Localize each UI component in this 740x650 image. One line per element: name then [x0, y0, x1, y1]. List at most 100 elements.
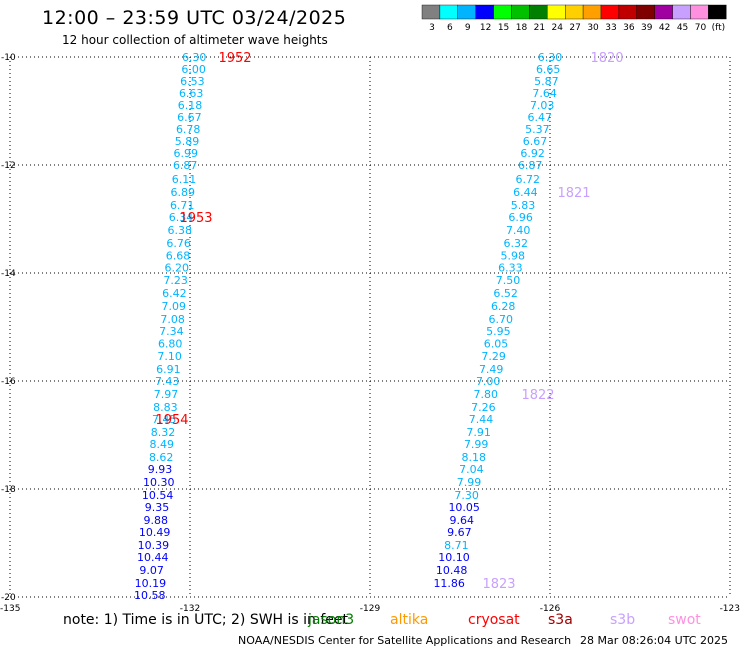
wave-height-label: 6.34 [169, 211, 194, 224]
wave-height-label: 6.99 [174, 147, 199, 160]
wave-height-label: 6.91 [156, 363, 181, 376]
wave-height-label: 6.70 [489, 313, 514, 326]
wave-height-label: 7.30 [454, 489, 479, 502]
wave-height-label: 6.67 [177, 111, 202, 124]
chart-title: 12:00 – 23:59 UTC 03/24/2025 [42, 7, 347, 29]
wave-height-label: 6.38 [168, 224, 193, 237]
wave-height-label: 6.18 [178, 99, 203, 112]
wave-height-label: 6.05 [484, 338, 509, 351]
time-marker-label: 1822 [521, 388, 554, 403]
colorbar-swatch [475, 4, 494, 20]
wave-height-label: 10.39 [138, 539, 170, 552]
colorbar-label: 30 [587, 23, 599, 33]
wave-height-label: 7.99 [457, 476, 482, 489]
wave-height-label: 9.88 [144, 514, 169, 527]
time-marker-label: 1952 [218, 51, 251, 66]
satellite-name: swot [668, 612, 701, 628]
wave-height-label: 7.97 [154, 388, 179, 401]
wave-height-label: 8.18 [462, 451, 487, 464]
wave-height-label: 5.89 [175, 135, 200, 148]
wave-height-label: 7.80 [474, 388, 499, 401]
y-tick-label: -18 [1, 485, 16, 495]
wave-height-label: 10.49 [139, 526, 171, 539]
wave-height-label: 6.53 [180, 75, 205, 88]
colorbar-swatch [618, 4, 638, 20]
time-marker-label: 1823 [482, 577, 515, 592]
y-tick-label: -16 [1, 377, 16, 387]
wave-height-label: 7.23 [163, 274, 188, 287]
wave-height-label: 7.29 [481, 350, 506, 363]
wave-height-label: 6.11 [172, 173, 197, 186]
wave-height-label: 10.54 [142, 489, 174, 502]
axis-tick-labels: -135 -132 -129 -126 -123 -10 -12 -14 -16 -18 -20 [0, 53, 740, 614]
wave-height-label: 6.71 [170, 199, 195, 212]
wave-height-label: 6.44 [513, 186, 538, 199]
y-tick-label: -10 [1, 53, 16, 63]
colorbar-label: 9 [465, 23, 471, 33]
wave-height-label: 7.44 [469, 413, 494, 426]
wave-height-label: 6.20 [165, 262, 190, 275]
wave-height-label: 6.67 [523, 135, 548, 148]
wave-height-label: 8.71 [444, 539, 469, 552]
wave-height-label: 6.96 [508, 211, 533, 224]
wave-height-label: 7.45 [152, 413, 177, 426]
colorbar-swatch [636, 4, 655, 20]
wave-height-label: 9.35 [145, 501, 170, 514]
wave-height-label: 10.58 [134, 589, 166, 602]
y-tick-label: -12 [1, 161, 16, 171]
y-tick-label: -20 [1, 593, 16, 603]
wave-height-label: 7.34 [159, 325, 184, 338]
x-tick-label: -135 [0, 604, 20, 614]
grid-lines [9, 56, 731, 598]
wave-height-label: 6.32 [504, 237, 529, 250]
time-marker-label: 1821 [557, 186, 590, 201]
colorbar-swatch [439, 4, 458, 20]
wave-height-label: 7.43 [155, 375, 180, 388]
wave-height-label: 7.03 [530, 99, 555, 112]
colorbar-swatch [547, 4, 566, 20]
colorbar-label: 18 [516, 23, 528, 33]
wave-height-label: 6.92 [520, 147, 545, 160]
wave-height-label: 6.30 [538, 51, 563, 64]
time-markers: 1952 1953 1954 1820 1821 1822 1823 [155, 51, 623, 592]
colorbar-swatch [582, 4, 602, 20]
wave-height-label: 6.28 [491, 300, 516, 313]
wave-height-label: 8.49 [150, 438, 175, 451]
colorbar-label: 33 [605, 23, 616, 33]
x-tick-label: -126 [540, 604, 561, 614]
colorbar-label: (ft) [712, 23, 726, 33]
colorbar-label: 3 [429, 23, 435, 33]
wave-height-label: 7.08 [160, 313, 185, 326]
wave-height-label: 7.99 [464, 438, 489, 451]
credit-line: NOAA/NESDIS Center for Satellite Applica… [238, 634, 572, 647]
wave-height-label: 5.37 [525, 123, 550, 136]
wave-height-label: 6.80 [158, 338, 183, 351]
wave-height-label: 5.98 [501, 250, 526, 263]
colorbar-label: 15 [498, 23, 509, 33]
wave-height-label: 7.91 [466, 426, 491, 439]
wave-height-label: 7.26 [471, 401, 496, 414]
wave-height-values: 6.306.006.536.636.186.676.785.896.996.87… [134, 51, 562, 602]
wave-height-label: 6.89 [171, 186, 196, 199]
time-marker-label: 1820 [590, 51, 623, 66]
x-tick-label: -129 [360, 604, 381, 614]
generated-timestamp: 28 Mar 08:26:04 UTC 2025 [580, 634, 728, 647]
x-tick-label: -123 [720, 604, 740, 614]
time-marker-label: 1953 [179, 211, 212, 226]
colorbar-swatch [529, 4, 548, 20]
satellite-name: jason3 [308, 612, 355, 628]
wave-height-label: 9.67 [447, 526, 472, 539]
wave-height-label: 6.33 [498, 262, 523, 275]
wave-height-label: 7.64 [532, 87, 557, 100]
colorbar-swatch [654, 4, 673, 20]
colorbar-label: 27 [569, 23, 580, 33]
wave-height-label: 10.10 [438, 551, 470, 564]
wave-height-label: 5.87 [534, 75, 559, 88]
wave-height-label: 7.04 [459, 463, 484, 476]
time-marker-label: 1954 [155, 413, 188, 428]
wave-height-label: 7.50 [496, 274, 521, 287]
y-tick-label: -14 [1, 269, 16, 279]
colorbar-swatch [565, 4, 584, 20]
wave-height-label: 10.48 [436, 564, 468, 577]
